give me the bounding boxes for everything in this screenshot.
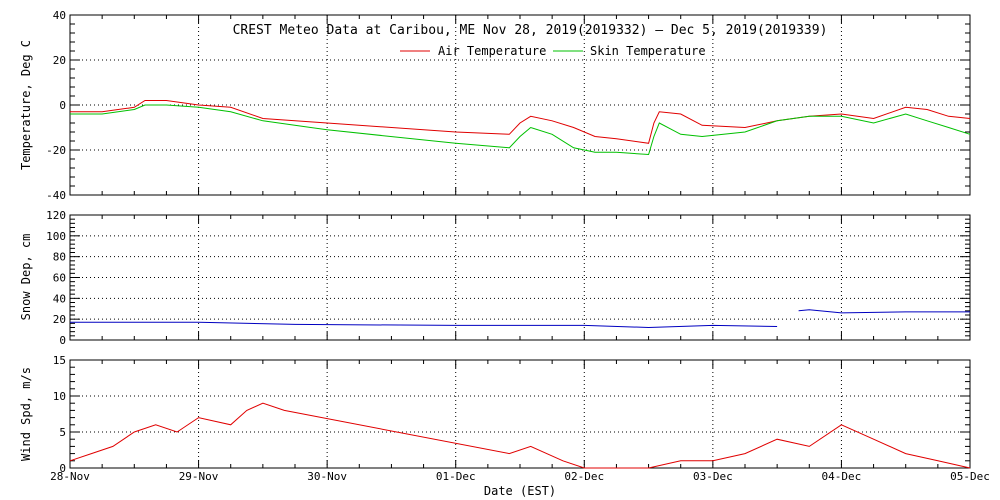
temperature-ytick-label: 20 (53, 54, 66, 67)
snow-depth-ytick-label: 40 (53, 292, 66, 305)
wind-speed-ytick-label: 5 (59, 426, 66, 439)
snow-depth-series-line-1 (798, 309, 970, 314)
chart-title: CREST Meteo Data at Caribou, ME Nov 28, … (233, 23, 828, 38)
snow-depth-ytick-label: 120 (46, 209, 66, 222)
x-tick-label: 03-Dec (693, 470, 733, 483)
snow-depth-ytick-label: 100 (46, 230, 66, 243)
wind-speed-ytick-label: 0 (59, 462, 66, 475)
temperature-ytick-label: -40 (46, 189, 66, 202)
snow-depth-series-line-0 (70, 321, 778, 329)
x-tick-label: 28-Nov (50, 470, 90, 483)
wind-speed-ytick-label: 15 (53, 354, 66, 367)
legend-air-temperature: Air Temperature (438, 44, 546, 58)
snow-depth-ytick-label: 80 (53, 251, 66, 264)
x-tick-label: 04-Dec (822, 470, 862, 483)
x-tick-label: 02-Dec (564, 470, 604, 483)
temperature-ytick-label: -20 (46, 144, 66, 157)
temperature-ytick-label: 40 (53, 9, 66, 22)
x-axis-title: Date (EST) (484, 484, 556, 498)
snow-depth-ytick-label: 20 (53, 313, 66, 326)
y-axis-title-temperature: Temperature, Deg C (19, 40, 33, 170)
legend-skin-temperature: Skin Temperature (590, 44, 706, 58)
wind-speed-series-line-0 (69, 402, 971, 469)
x-tick-label: 05-Dec (950, 470, 990, 483)
x-tick-label: 01-Dec (436, 470, 476, 483)
x-tick-label: 30-Nov (307, 470, 347, 483)
temperature-series-line-1 (70, 104, 971, 156)
snow-depth-ytick-label: 0 (59, 334, 66, 347)
wind-speed-ytick-label: 10 (53, 390, 66, 403)
temperature-series-line-0 (70, 100, 971, 144)
temperature-ytick-label: 0 (59, 99, 66, 112)
chart-marks: -40 -20 0 20 40 0 20 40 60 80 100 120 0 5 10 15 28-Nov 29… (46, 9, 990, 483)
snow-depth-ytick-label: 60 (53, 272, 66, 285)
y-axis-title-wind-speed: Wind Spd, m/s (19, 367, 33, 461)
x-tick-label: 29-Nov (179, 470, 219, 483)
y-axis-title-snow-depth: Snow Dep, cm (19, 234, 33, 321)
